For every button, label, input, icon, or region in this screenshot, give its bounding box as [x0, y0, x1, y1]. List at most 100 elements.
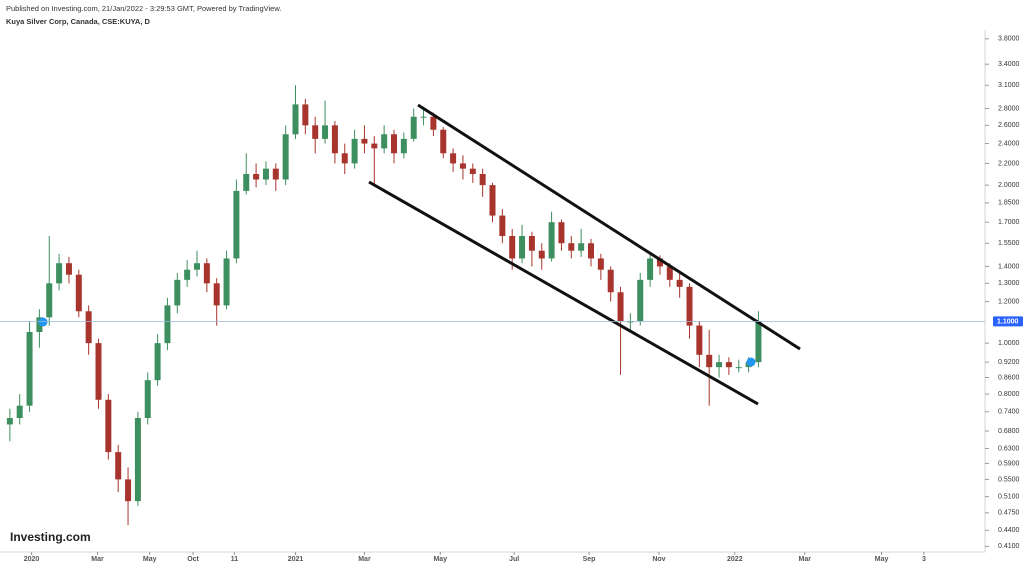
candle-body	[56, 263, 63, 284]
y-tick-label: 0.8000	[998, 391, 1020, 398]
candle-body	[371, 143, 378, 149]
y-tick-label: 0.4100	[998, 543, 1020, 550]
y-tick-label: 0.9200	[998, 359, 1020, 366]
candle-body	[233, 190, 240, 259]
candle-body	[272, 168, 279, 180]
candle-body	[223, 258, 230, 306]
candle-body	[194, 263, 200, 270]
candle-body	[134, 418, 141, 502]
candle-body	[361, 138, 368, 144]
candle-body	[400, 138, 407, 154]
candle-body	[292, 104, 299, 135]
candle-body	[75, 274, 82, 312]
candle-body	[184, 269, 191, 280]
y-tick-label: 1.2000	[998, 298, 1020, 305]
x-tick-label: 2022	[727, 556, 743, 563]
candle-body	[755, 321, 762, 363]
y-tick-label: 0.5100	[998, 493, 1020, 500]
candle-body	[528, 235, 535, 251]
y-tick-label: 1.0000	[998, 340, 1020, 347]
y-tick-label: 0.8600	[998, 374, 1020, 381]
y-tick-label: 2.8000	[998, 105, 1020, 112]
candles	[6, 85, 762, 526]
candle-body	[174, 279, 181, 306]
x-tick-label: Oct	[187, 556, 199, 563]
candle-body	[105, 399, 112, 453]
candle-body	[253, 174, 260, 180]
candle-body	[617, 292, 624, 322]
candle-body	[125, 479, 132, 502]
y-tick-label: 1.4000	[998, 263, 1020, 270]
y-tick-label: 3.8000	[998, 36, 1020, 43]
candle-body	[706, 354, 713, 368]
x-tick-label: Jul	[509, 556, 519, 563]
candle-body	[696, 325, 703, 355]
x-tick-label: Mar	[799, 556, 812, 563]
y-tick-label: 2.4000	[998, 140, 1020, 147]
trend-line-lower	[368, 180, 759, 406]
candle-body	[322, 125, 329, 139]
candle-body	[578, 243, 585, 251]
candle-body	[95, 343, 102, 400]
candle-body	[351, 138, 358, 164]
candle-body	[558, 222, 565, 244]
candle-body	[381, 134, 388, 149]
y-tick-label: 2.2000	[998, 160, 1020, 167]
candle-body	[489, 185, 496, 216]
y-tick-label: 1.3000	[998, 280, 1020, 287]
candle-body	[716, 362, 723, 368]
y-tick-label: 0.5500	[998, 476, 1020, 483]
candle-body	[735, 367, 742, 369]
candle-body	[459, 163, 466, 169]
candle-body	[637, 279, 644, 322]
y-tick-label: 2.0000	[998, 182, 1020, 189]
chart-subtitle: Kuya Silver Corp, Canada, CSE:KUYA, D	[6, 17, 151, 26]
candle-body	[519, 235, 526, 259]
x-tick-label: Nov	[652, 556, 665, 563]
y-tick-label: 0.4400	[998, 527, 1020, 534]
candle-body	[676, 279, 683, 287]
candle-body	[597, 258, 604, 270]
trend-line-upper	[417, 103, 801, 351]
candle-body	[627, 321, 634, 323]
y-tick-label: 0.6300	[998, 445, 1020, 452]
candle-body	[430, 116, 437, 130]
last-price-badge	[993, 316, 1023, 327]
candle-body	[26, 332, 33, 406]
last-price-label: 1.1000	[997, 318, 1019, 325]
candle-body	[144, 380, 151, 419]
x-tick-label: Mar	[91, 556, 104, 563]
candle-body	[568, 243, 575, 251]
y-tick-label: 2.6000	[998, 122, 1020, 129]
x-tick-label: Mar	[358, 556, 371, 563]
y-tick-label: 3.1000	[998, 82, 1020, 89]
candle-body	[410, 116, 417, 139]
x-tick-label: 2021	[288, 556, 304, 563]
candle-body	[607, 269, 614, 293]
candle-body	[302, 104, 309, 126]
y-tick-label: 1.8500	[998, 200, 1020, 207]
y-tick-label: 0.4750	[998, 510, 1020, 517]
y-tick-label: 0.6800	[998, 428, 1020, 435]
y-tick-label: 0.5900	[998, 460, 1020, 467]
candle-body	[548, 222, 555, 259]
watermark: Investing.com	[10, 530, 91, 544]
y-tick-label: 1.5500	[998, 240, 1020, 247]
candle-body	[282, 134, 289, 180]
candle-body	[499, 215, 506, 236]
y-tick-label: 0.7400	[998, 409, 1020, 416]
x-tick-label: May	[143, 556, 157, 563]
candle-body	[479, 174, 486, 186]
candle-body	[588, 243, 594, 259]
candle-body	[154, 343, 161, 381]
candle-body	[666, 266, 673, 280]
candle-body	[725, 362, 732, 368]
candle-body	[469, 168, 476, 175]
candle-body	[115, 452, 122, 480]
candle-body	[262, 168, 269, 180]
y-tick-label: 3.4000	[998, 61, 1020, 68]
candle-body	[6, 418, 13, 425]
candle-body	[391, 134, 397, 154]
y-tick-label: 1.7000	[998, 219, 1020, 226]
